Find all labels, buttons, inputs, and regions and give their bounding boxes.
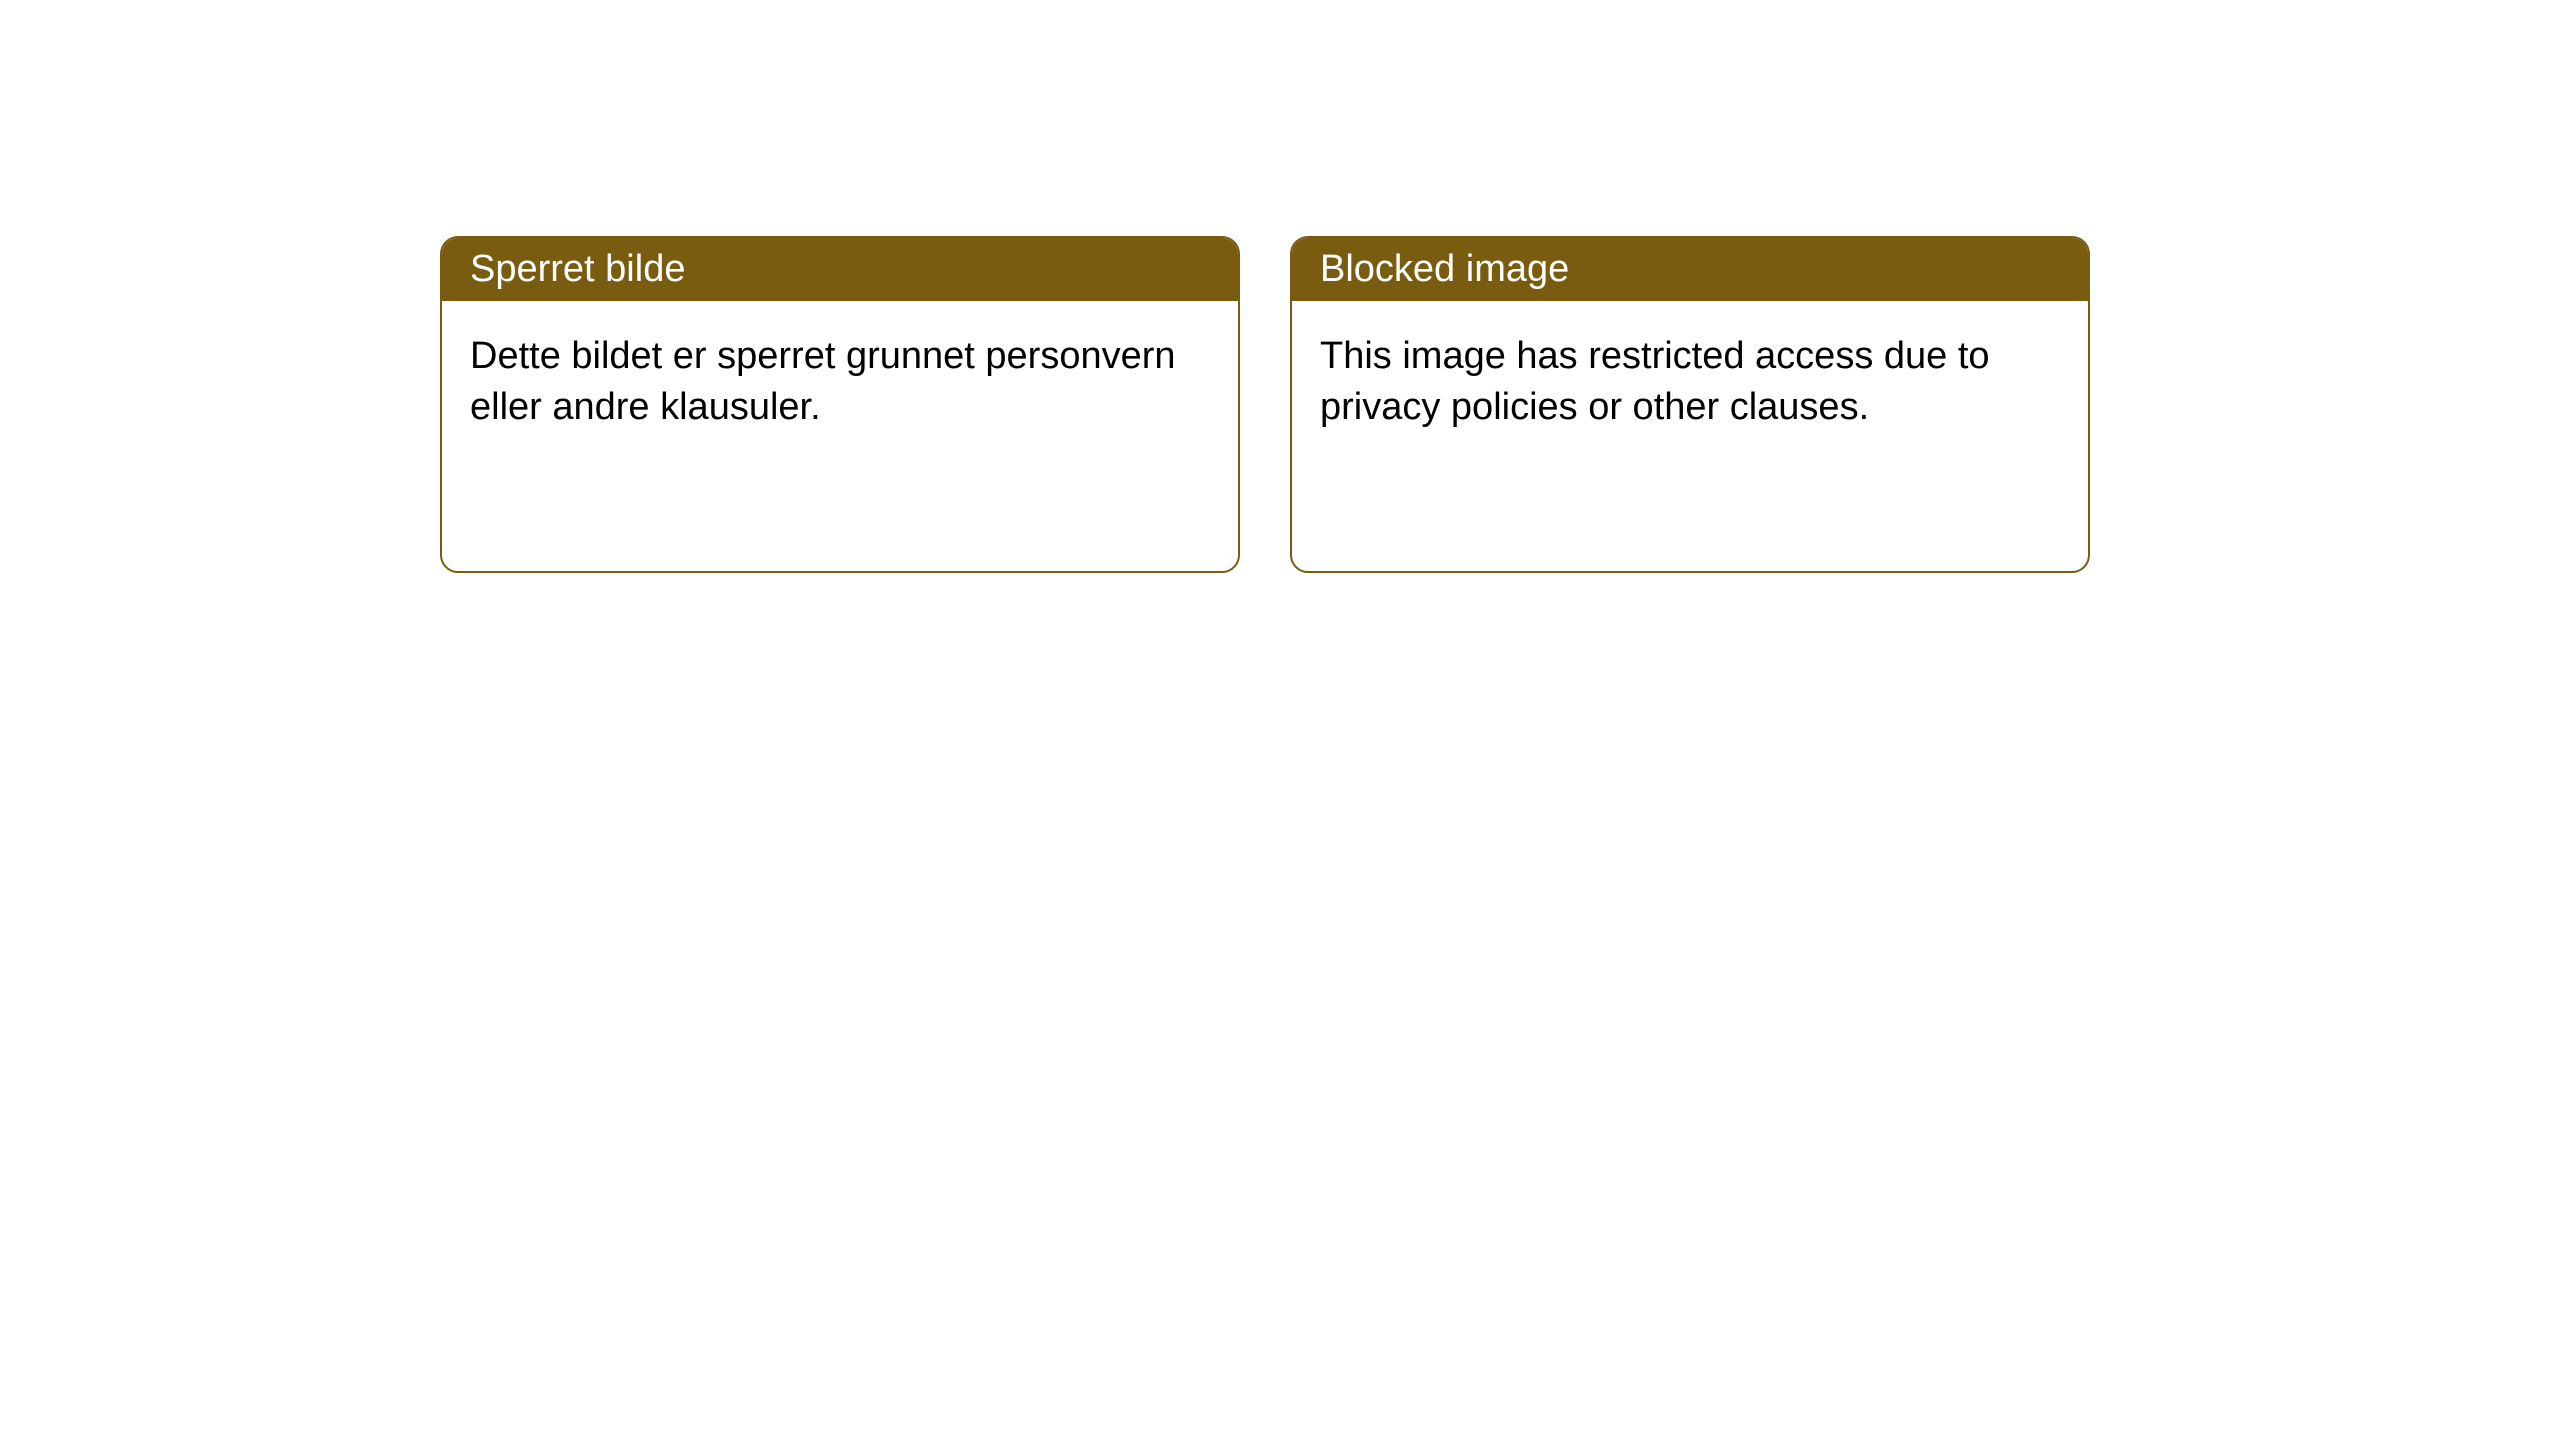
notice-card-norwegian: Sperret bilde Dette bildet er sperret gr… — [440, 236, 1240, 573]
notice-card-english: Blocked image This image has restricted … — [1290, 236, 2090, 573]
notices-container: Sperret bilde Dette bildet er sperret gr… — [440, 236, 2090, 573]
notice-message-english: This image has restricted access due to … — [1292, 301, 2088, 571]
notice-message-norwegian: Dette bildet er sperret grunnet personve… — [442, 301, 1238, 571]
notice-title-norwegian: Sperret bilde — [442, 238, 1238, 301]
notice-title-english: Blocked image — [1292, 238, 2088, 301]
